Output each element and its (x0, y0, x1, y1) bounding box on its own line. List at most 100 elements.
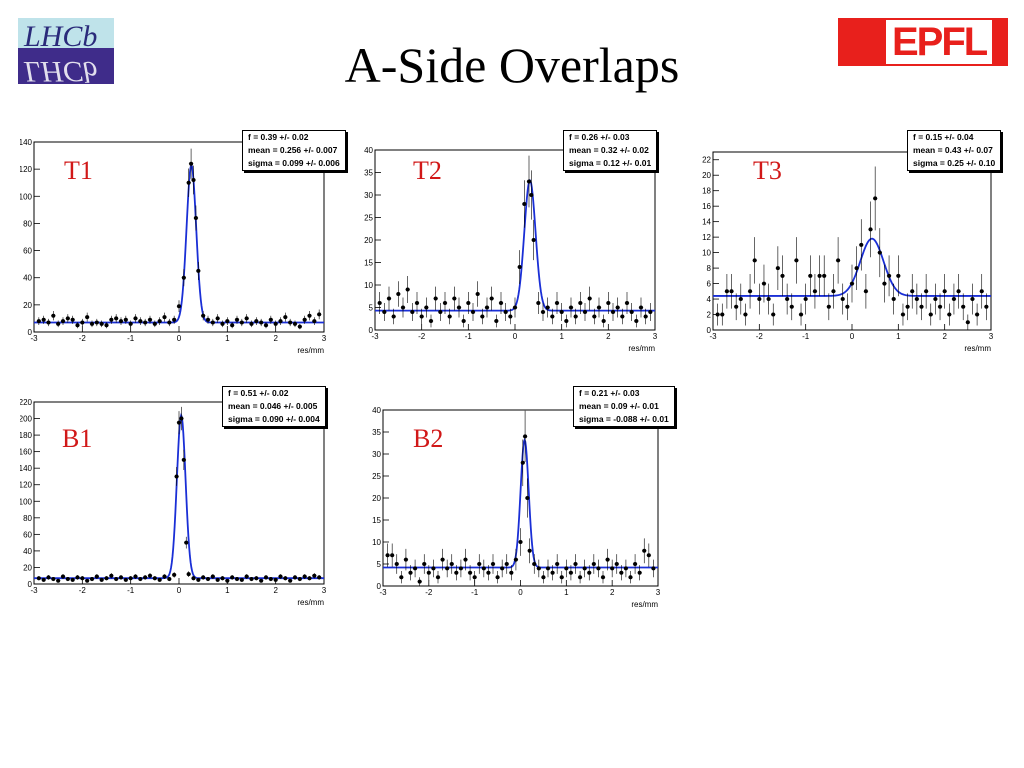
data-point (545, 297, 550, 318)
plot-svg-b2: 0 5 10 15 20 25 30 35 40 -3 -2 -1 0 1 2 3 res/mm (372, 406, 661, 609)
data-point (239, 318, 245, 327)
y-tick-label: 140 (20, 464, 33, 473)
marker (525, 496, 530, 500)
marker (854, 266, 859, 271)
marker (293, 575, 297, 580)
y-tick-label: 25 (372, 472, 381, 481)
marker (956, 289, 961, 294)
marker (70, 577, 75, 582)
data-point (458, 559, 464, 578)
marker (99, 321, 104, 326)
y-tick-label: 0 (369, 326, 374, 335)
data-point (568, 565, 574, 581)
marker (458, 566, 463, 571)
marker (785, 297, 790, 302)
x-tick-label: 1 (896, 332, 901, 341)
data-point (475, 281, 480, 307)
data-point (80, 318, 85, 327)
marker (582, 566, 587, 571)
marker (715, 312, 720, 317)
y-tick-label: 8 (707, 264, 712, 273)
data-point (467, 565, 473, 581)
y-tick-label: 60 (23, 247, 32, 256)
data-point (128, 320, 133, 328)
data-point (80, 576, 85, 581)
data-point (84, 578, 90, 583)
marker (508, 314, 513, 319)
y-tick-label: 20 (372, 494, 381, 503)
marker (573, 314, 578, 319)
data-point (316, 575, 322, 580)
data-point (919, 293, 924, 321)
marker (273, 321, 278, 326)
x-tick-label: 2 (273, 586, 278, 595)
lhcb-logo-bottom (18, 48, 114, 84)
marker (109, 317, 114, 322)
marker (965, 320, 970, 325)
data-point (249, 320, 254, 328)
data-point (229, 322, 235, 329)
marker (951, 297, 956, 302)
marker (887, 273, 892, 278)
data-point (463, 548, 468, 571)
marker (390, 553, 395, 558)
fit-stat-sigma: sigma = 0.25 +/- 0.10 (913, 158, 996, 168)
data-point (518, 528, 523, 556)
data-point (46, 575, 51, 580)
data-point (614, 554, 619, 574)
marker (601, 575, 605, 580)
data-point (933, 283, 938, 315)
data-point (258, 318, 264, 327)
data-point (138, 317, 143, 325)
marker (307, 576, 312, 581)
data-point (307, 311, 312, 321)
x-tick-label: -3 (379, 588, 387, 597)
x-tick-label: -2 (418, 332, 426, 341)
data-point (454, 565, 459, 581)
data-point (302, 574, 307, 580)
data-point (89, 577, 95, 582)
fit-stats-box: f = 0.51 +/- 0.02 mean = 0.046 +/- 0.005 s… (222, 386, 326, 427)
data-point (292, 320, 298, 328)
data-point (417, 577, 422, 586)
data-point (229, 575, 235, 580)
data-point (484, 297, 490, 318)
data-point (632, 554, 638, 574)
marker (738, 297, 743, 302)
data-point (504, 554, 509, 574)
data-point (133, 574, 138, 580)
marker (249, 577, 254, 582)
data-point (244, 314, 249, 323)
data-point (84, 312, 90, 322)
y-tick-label: 14 (702, 218, 711, 227)
data-point (461, 314, 466, 328)
y-tick-label: 100 (20, 192, 33, 201)
marker (651, 566, 656, 571)
marker (61, 574, 65, 579)
marker (447, 314, 452, 319)
marker (942, 289, 947, 294)
x-tick-label: -1 (465, 332, 473, 341)
data-point (191, 576, 196, 581)
marker (634, 319, 639, 323)
marker (181, 275, 186, 280)
data-point (849, 264, 855, 303)
panel-label: T3 (753, 156, 782, 185)
marker (503, 310, 508, 314)
data-point (638, 297, 644, 318)
marker (104, 323, 109, 328)
data-point (205, 577, 211, 582)
marker (206, 577, 210, 582)
x-tick-label: 1 (225, 586, 230, 595)
data-point (181, 269, 187, 287)
data-point (312, 317, 317, 325)
marker (119, 575, 123, 580)
data-point (900, 303, 906, 326)
marker (766, 297, 771, 302)
marker (475, 292, 480, 296)
marker (172, 317, 177, 322)
marker (882, 281, 887, 286)
data-point (422, 554, 427, 574)
marker (312, 319, 317, 324)
